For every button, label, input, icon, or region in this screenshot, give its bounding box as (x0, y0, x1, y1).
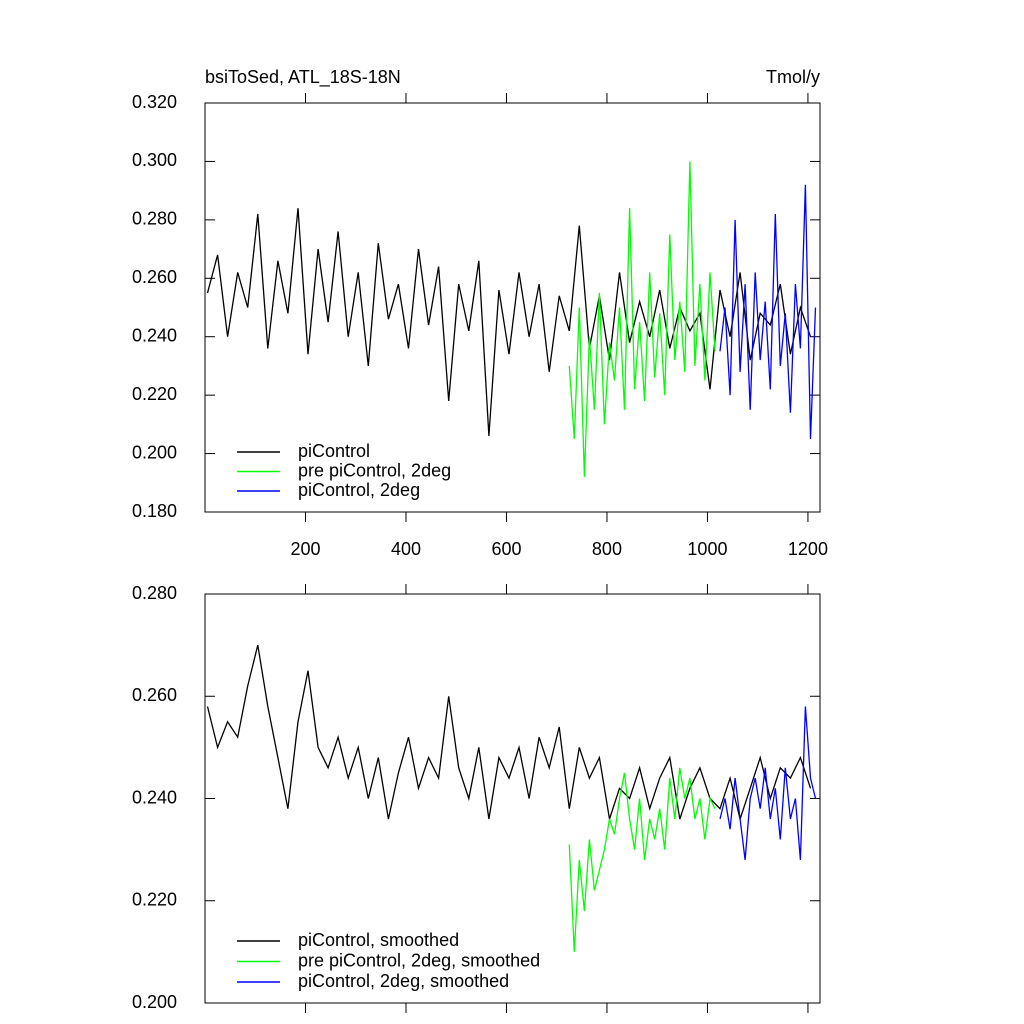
y-tick-label: 0.180 (132, 501, 177, 521)
y-tick-label: 0.300 (132, 150, 177, 170)
series-line (206, 644, 812, 822)
legend-label: piControl, 2deg, smoothed (298, 971, 509, 991)
y-tick-label: 0.280 (132, 583, 177, 603)
legend-label: pre piControl, 2deg, smoothed (298, 950, 540, 970)
legend-label: piControl (298, 441, 370, 461)
legend-label: pre piControl, 2deg (298, 460, 451, 480)
y-tick-label: 0.200 (132, 442, 177, 462)
legend-label: piControl, smoothed (298, 930, 459, 950)
series-line (568, 161, 716, 477)
y-tick-label: 0.260 (132, 267, 177, 287)
legend-label: piControl, 2deg (298, 480, 420, 500)
chart-title: bsiToSed, ATL_18S-18N (205, 67, 401, 88)
x-tick-label: 400 (391, 539, 421, 559)
y-tick-label: 0.320 (132, 92, 177, 112)
x-tick-label: 1000 (687, 539, 727, 559)
y-tick-label: 0.260 (132, 685, 177, 705)
y-tick-label: 0.220 (132, 890, 177, 910)
series-line (719, 706, 817, 860)
x-tick-label: 800 (592, 539, 622, 559)
units-label: Tmol/y (766, 67, 820, 87)
y-tick-label: 0.240 (132, 787, 177, 807)
series-line (568, 767, 716, 952)
y-tick-label: 0.200 (132, 992, 177, 1012)
y-tick-label: 0.280 (132, 209, 177, 229)
x-tick-label: 200 (290, 539, 320, 559)
y-tick-label: 0.240 (132, 325, 177, 345)
x-tick-label: 1200 (788, 539, 828, 559)
series-line (719, 184, 817, 440)
series-line (206, 208, 812, 437)
x-tick-label: 600 (491, 539, 521, 559)
plot-frame (204, 102, 821, 513)
y-tick-label: 0.220 (132, 384, 177, 404)
